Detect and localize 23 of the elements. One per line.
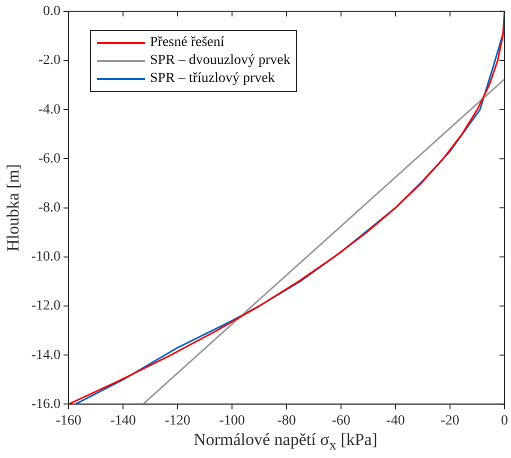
y-tick-label: -6.0	[38, 151, 61, 166]
x-tick-label: -20	[440, 413, 460, 428]
legend-label: Přesné řešení	[150, 34, 224, 52]
y-tick-label: -2.0	[38, 53, 61, 68]
x-tick-label: -60	[332, 413, 350, 428]
x-tick-label: 0	[501, 413, 508, 428]
legend-label: SPR – tříuzlový prvek	[150, 70, 275, 88]
x-tick-label: -40	[386, 413, 405, 428]
y-tick-label: -16.0	[31, 396, 61, 412]
x-tick-label: -100	[219, 413, 245, 428]
y-tick-label: -8.0	[38, 200, 61, 216]
x-tick-label: -80	[277, 413, 296, 428]
y-tick-label: -4.0	[38, 102, 61, 118]
x-tick-label: -120	[164, 413, 190, 428]
x-tick-label: -140	[110, 413, 136, 428]
y-tick-label: -14.0	[31, 348, 61, 363]
x-tick-label: -160	[56, 413, 82, 428]
y-tick-label: -12.0	[31, 298, 61, 314]
y-tick-label: -10.0	[31, 250, 61, 265]
y-tick-label: 0.0	[43, 4, 61, 20]
y-axis-title: Hloubka [m]	[4, 164, 23, 252]
legend-label: SPR – dvouuzlový prvek	[150, 52, 290, 70]
x-axis-title: Normálové napětí σ$_{x}$ [kPa]	[192, 430, 378, 454]
